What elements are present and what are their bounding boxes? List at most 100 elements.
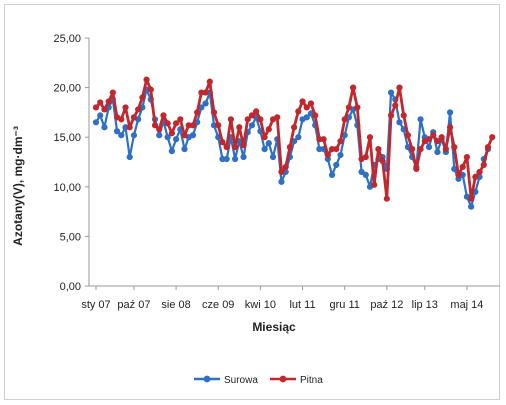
data-point-pitna [425, 136, 433, 143]
data-point-pitna [248, 112, 256, 119]
legend-item-pitna: Pitna [270, 375, 323, 386]
data-point-surowa [240, 153, 247, 161]
y-tick-label: 0,00 [60, 281, 81, 293]
data-point-pitna [438, 134, 445, 141]
data-point-surowa [362, 171, 369, 178]
data-point-pitna [383, 195, 390, 202]
data-point-surowa [396, 119, 403, 126]
data-point-pitna [299, 98, 306, 105]
data-point-surowa [156, 132, 163, 139]
data-point-pitna [257, 116, 264, 123]
data-point-pitna [312, 112, 319, 119]
legend: Surowa Pitna [194, 375, 323, 386]
data-point-pitna [468, 195, 475, 202]
legend-marker-surowa [203, 375, 211, 383]
series-layer [92, 76, 496, 210]
data-point-pitna [189, 122, 197, 129]
data-point-pitna [387, 112, 395, 119]
data-point-pitna [484, 144, 492, 151]
data-point-surowa [337, 151, 344, 159]
data-point-pitna [366, 134, 374, 141]
data-point-pitna [122, 104, 129, 111]
data-point-pitna [303, 104, 310, 111]
data-point-surowa [468, 203, 475, 210]
data-point-pitna [278, 168, 285, 176]
data-point-pitna [164, 120, 171, 127]
data-point-pitna [97, 99, 104, 106]
data-point-pitna [307, 100, 315, 107]
data-point-surowa [446, 109, 454, 116]
data-point-pitna [227, 116, 234, 123]
data-point-pitna [151, 122, 159, 129]
data-point-pitna [392, 102, 399, 109]
data-point-pitna [223, 144, 230, 151]
data-point-pitna [324, 151, 331, 159]
data-point-pitna [476, 168, 483, 176]
data-point-surowa [387, 89, 395, 96]
data-point-surowa [303, 114, 310, 121]
data-point-pitna [345, 104, 352, 111]
data-point-surowa [269, 153, 277, 161]
data-point-pitna [232, 144, 239, 151]
x-tick-label: paź 07 [117, 299, 150, 311]
y-tick-label: 20,00 [53, 83, 81, 95]
data-point-pitna [172, 120, 180, 127]
data-point-surowa [248, 122, 256, 129]
data-point-surowa [202, 100, 209, 107]
data-point-pitna [206, 78, 213, 85]
data-point-pitna [455, 171, 462, 178]
data-point-pitna [240, 142, 247, 149]
data-point-pitna [400, 112, 407, 119]
y-tick-label: 25,00 [53, 33, 81, 45]
data-point-pitna [459, 163, 466, 171]
data-point-pitna [362, 153, 369, 161]
data-point-surowa [172, 136, 180, 143]
x-tick-label: paź 12 [370, 299, 403, 311]
data-point-pitna [181, 132, 188, 139]
data-point-pitna [118, 116, 125, 123]
x-tick-label: cze 09 [202, 299, 234, 311]
y-tick-label: 15,00 [53, 132, 81, 144]
data-point-surowa [97, 112, 104, 119]
data-point-pitna [404, 132, 412, 139]
data-point-pitna [430, 132, 437, 139]
data-point-pitna [92, 104, 100, 111]
data-point-pitna [130, 114, 138, 121]
data-point-pitna [286, 144, 293, 151]
legend-item-surowa: Surowa [194, 375, 258, 386]
x-tick-label: sie 08 [161, 299, 190, 311]
data-point-pitna [219, 139, 226, 146]
x-tick-label: gru 11 [330, 299, 360, 311]
series-pitna [92, 76, 496, 202]
data-point-pitna [375, 146, 382, 153]
data-point-pitna [261, 134, 268, 141]
data-point-pitna [472, 173, 479, 180]
x-tick-label: lut 11 [289, 299, 315, 311]
data-point-pitna [194, 109, 201, 116]
data-point-pitna [139, 94, 146, 101]
data-point-surowa [113, 128, 121, 135]
data-point-pitna [379, 157, 386, 165]
data-point-surowa [232, 155, 239, 163]
data-point-pitna [236, 124, 243, 131]
data-point-pitna [320, 136, 327, 143]
data-point-pitna [168, 130, 175, 137]
data-point-pitna [337, 138, 344, 145]
data-point-surowa [118, 132, 125, 139]
data-point-pitna [417, 146, 424, 153]
chart-frame [4, 4, 500, 400]
x-axis-title: Miesiąc [252, 320, 296, 334]
data-point-pitna [265, 126, 272, 133]
data-point-pitna [202, 89, 209, 96]
data-point-pitna [215, 122, 222, 129]
data-point-pitna [442, 146, 449, 153]
data-point-surowa [265, 140, 272, 147]
data-point-pitna [371, 181, 378, 188]
data-point-pitna [177, 116, 184, 123]
data-point-pitna [210, 109, 218, 116]
x-tick-label: maj 14 [450, 299, 483, 311]
data-point-pitna [135, 106, 142, 113]
data-point-surowa [425, 144, 433, 151]
data-point-pitna [463, 153, 471, 161]
